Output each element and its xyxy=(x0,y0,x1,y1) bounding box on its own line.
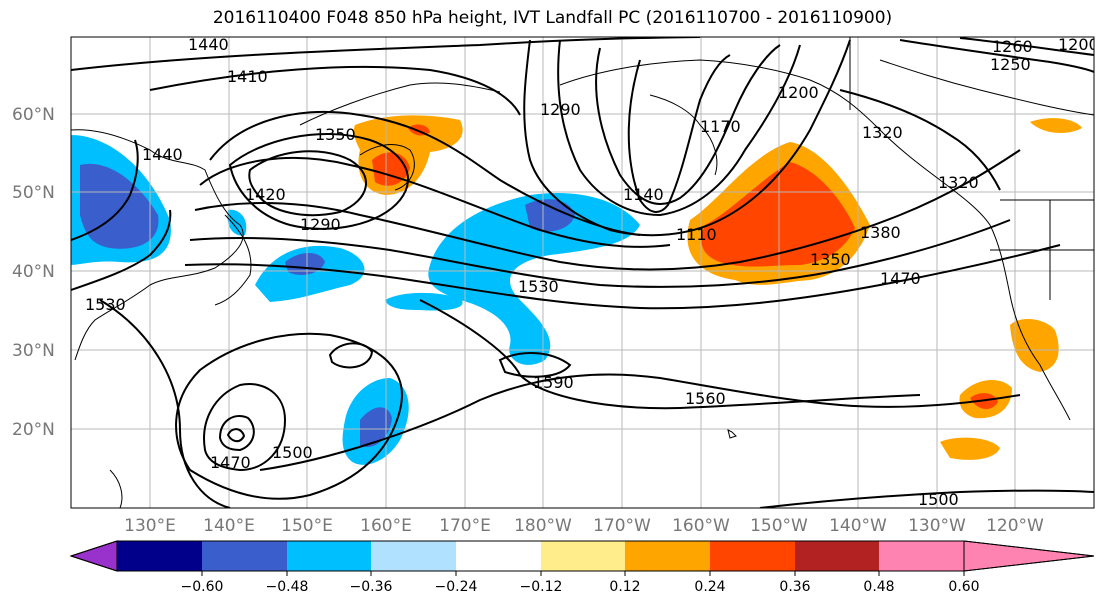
contour-label: 1530 xyxy=(85,295,126,314)
lon-label: 160°E xyxy=(360,516,412,536)
contour-label: 1500 xyxy=(272,443,313,462)
lon-label: 180°W xyxy=(514,516,572,536)
contour-label: 1500 xyxy=(918,490,959,509)
colorbar-tick-label: 0.36 xyxy=(779,579,810,595)
lat-label: 20°N xyxy=(12,420,55,440)
contour-label: 1290 xyxy=(300,215,341,234)
colorbar-tick-label: 0.12 xyxy=(609,579,640,595)
colorbar-tick-label: −0.12 xyxy=(520,579,563,595)
colorbar-segment xyxy=(287,541,371,571)
lat-label: 30°N xyxy=(12,341,55,361)
lat-label: 50°N xyxy=(12,183,55,203)
colorbar-segment xyxy=(456,541,541,571)
contour-labels: 1440 1410 1350 1290 1260 1250 1290 1200 … xyxy=(85,35,1099,509)
lon-label: 120°W xyxy=(986,516,1044,536)
colorbar-tick-label: −0.36 xyxy=(350,579,393,595)
lon-label: 150°W xyxy=(750,516,808,536)
contour-label: 1200 xyxy=(1058,35,1099,54)
colorbar-segment xyxy=(795,541,879,571)
contour-label: 1470 xyxy=(880,269,921,288)
contour-label: 1560 xyxy=(685,389,726,408)
contour-label: 1320 xyxy=(938,173,979,192)
colorbar: −0.60 −0.48 −0.36 −0.24 −0.12 0.12 0.24 … xyxy=(69,540,1095,595)
contour-label: 1200 xyxy=(778,83,819,102)
lon-label: 130°W xyxy=(908,516,966,536)
contour-label: 1410 xyxy=(227,67,268,86)
colorbar-segment xyxy=(202,541,287,571)
lon-label: 140°W xyxy=(829,516,887,536)
contour-label: 1380 xyxy=(860,223,901,242)
lon-label: 150°E xyxy=(281,516,333,536)
colorbar-segment xyxy=(710,541,795,571)
contour-label: 1260 xyxy=(992,37,1033,56)
contour-label: 1110 xyxy=(676,225,717,244)
colorbar-segment xyxy=(541,541,625,571)
lon-label: 130°E xyxy=(124,516,176,536)
lon-label: 140°E xyxy=(203,516,255,536)
lon-label: 170°W xyxy=(593,516,651,536)
latitude-labels: 60°N 50°N 40°N 30°N 20°N xyxy=(12,105,55,440)
contour-label: 1590 xyxy=(533,373,574,392)
colorbar-tick-label: −0.60 xyxy=(181,579,224,595)
colorbar-segment xyxy=(371,541,456,571)
contour-label: 1440 xyxy=(142,145,183,164)
colorbar-tick-label: 0.48 xyxy=(863,579,894,595)
lat-label: 60°N xyxy=(12,105,55,125)
contour-label: 1320 xyxy=(862,123,903,142)
lon-label: 160°W xyxy=(672,516,730,536)
graticule xyxy=(71,37,1094,508)
colorbar-segment xyxy=(117,541,202,571)
contour-label: 1170 xyxy=(700,117,741,136)
map-title: 2016110400 F048 850 hPa height, IVT Land… xyxy=(212,8,893,28)
longitude-labels: 130°E 140°E 150°E 160°E 170°E 180°W 170°… xyxy=(124,516,1044,536)
lat-label: 40°N xyxy=(12,262,55,282)
colorbar-extend-low xyxy=(69,540,118,572)
colorbar-tick-label: 0.24 xyxy=(694,579,725,595)
colorbar-segment xyxy=(625,541,710,571)
colorbar-tick-label: −0.24 xyxy=(435,579,478,595)
colorbar-segment xyxy=(879,541,964,571)
colorbar-extend-high xyxy=(963,540,1095,572)
lon-label: 170°E xyxy=(439,516,491,536)
map-frame xyxy=(70,36,1095,509)
height-contours xyxy=(71,37,1094,508)
contour-label: 1140 xyxy=(623,185,664,204)
contour-label: 1350 xyxy=(810,250,851,269)
contour-label: 1420 xyxy=(245,185,286,204)
contour-label: 1470 xyxy=(210,453,251,472)
colorbar-tick-label: 0.60 xyxy=(948,579,979,595)
contour-label: 1530 xyxy=(518,277,559,296)
contour-label: 1250 xyxy=(990,55,1031,74)
contour-label: 1290 xyxy=(540,100,581,119)
colorbar-tick-label: −0.48 xyxy=(266,579,309,595)
contour-label: 1350 xyxy=(315,125,356,144)
contour-label: 1440 xyxy=(188,35,229,54)
